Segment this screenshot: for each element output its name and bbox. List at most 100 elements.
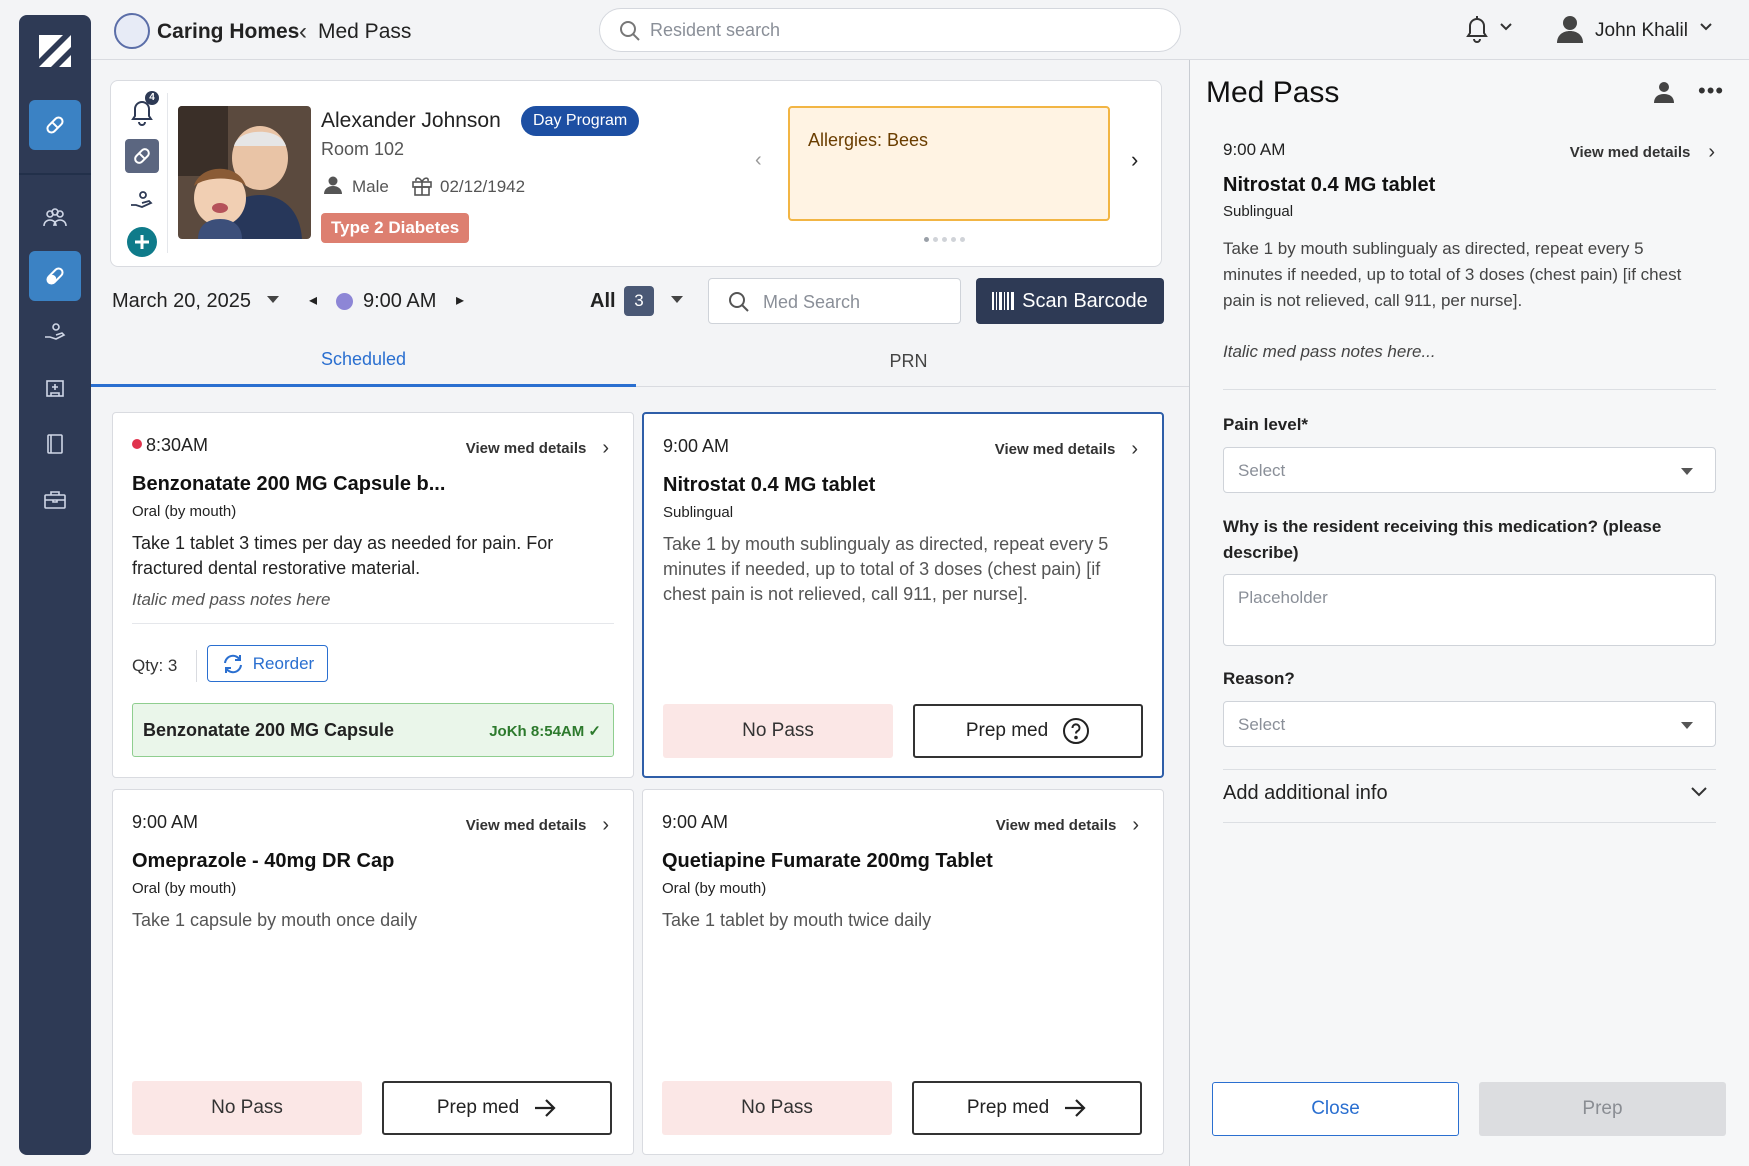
prep-med-button[interactable]: Prep med [382,1081,612,1135]
med-name: Nitrostat 0.4 MG tablet [663,474,876,496]
chevron-down-icon[interactable] [1499,22,1513,32]
no-pass-button[interactable]: No Pass [132,1081,362,1135]
caret-down-icon[interactable] [670,294,684,304]
reason-select[interactable]: Select [1223,701,1716,747]
alert-count-badge: 4 [145,91,159,105]
top-header: Caring Homes ‹ Med Pass John Khalil [91,0,1749,60]
filter-all-label[interactable]: All [590,290,616,312]
breadcrumb[interactable]: Med Pass [318,20,412,43]
nav-notes[interactable] [29,419,81,469]
med-route: Oral (by mouth) [132,503,237,520]
carousel-dots[interactable] [924,237,965,242]
prep-med-label: Prep med [436,1097,520,1118]
caret-down-icon [1681,722,1693,729]
resident-search-input[interactable] [650,17,1150,43]
reason-value: Select [1238,715,1286,734]
view-med-details-link[interactable]: View med details [1570,141,1715,164]
carousel-prev-icon[interactable]: ‹ [755,149,762,171]
arrow-right-icon [535,1099,556,1117]
resident-search[interactable] [599,8,1181,52]
user-icon[interactable] [1652,80,1676,104]
add-button[interactable] [125,225,159,259]
med-pass-panel: Med Pass ••• 9:00 AM View med details Ni… [1189,60,1749,1166]
med-card[interactable]: 8:30AM View med details Benzonatate 200 … [112,412,634,778]
residents-icon [43,208,67,227]
bell-icon [131,101,153,126]
pain-level-select[interactable]: Select [1223,447,1716,493]
brand-logo [114,13,150,49]
no-pass-button[interactable]: No Pass [663,704,893,758]
date-selector[interactable]: March 20, 2025 [112,290,251,312]
arrow-right-icon [1065,1099,1086,1117]
time-next-icon[interactable]: ▸ [456,292,465,309]
nav-care[interactable] [29,307,81,357]
user-icon[interactable] [1555,14,1585,44]
prep-med-button[interactable]: Prep med [913,704,1143,758]
search-icon [620,21,640,41]
nav-facility[interactable] [29,363,81,413]
nav-medications[interactable] [29,251,81,301]
logo-icon[interactable] [37,33,73,69]
view-med-details-link[interactable]: View med details [466,814,609,837]
bell-icon[interactable] [1463,14,1491,44]
search-icon [729,292,749,312]
panel-med-time: 9:00 AM [1223,140,1286,159]
scan-barcode-button[interactable]: Scan Barcode [976,278,1164,324]
nav-residents[interactable] [29,193,81,243]
tab-scheduled[interactable]: Scheduled [91,335,636,387]
med-button[interactable] [125,139,159,173]
med-card[interactable]: 9:00 AM View med details Omeprazole - 40… [112,789,634,1155]
refresh-icon [223,654,242,673]
resident-dob: 02/12/1942 [440,177,526,196]
reorder-button[interactable]: Reorder [207,645,328,682]
panel-med-note: Italic med pass notes here... [1223,342,1436,361]
prep-med-button[interactable]: Prep med [912,1081,1142,1135]
med-card-selected[interactable]: 9:00 AM View med details Nitrostat 0.4 M… [642,412,1164,778]
med-card[interactable]: 9:00 AM View med details Quetiapine Fuma… [642,789,1164,1155]
chevron-down-icon[interactable] [1699,22,1713,32]
med-route: Oral (by mouth) [132,880,237,897]
med-instructions: Take 1 tablet 3 times per day as needed … [132,533,554,578]
med-pass-note: Italic med pass notes here [132,590,331,609]
overdue-dot [132,439,142,449]
carousel-next-icon[interactable]: › [1131,147,1139,172]
add-additional-info-toggle[interactable]: Add additional info [1223,782,1388,804]
med-time: 8:30AM [132,435,208,456]
user-name[interactable]: John Khalil [1595,20,1688,41]
close-button[interactable]: Close [1212,1082,1459,1136]
prep-med-label: Prep med [965,720,1049,741]
alerts-button[interactable]: 4 [125,91,159,129]
check-icon: ✓ [588,723,601,740]
med-time: 9:00 AM [663,436,730,456]
med-name: Quetiapine Fumarate 200mg Tablet [662,850,993,872]
no-pass-button[interactable]: No Pass [662,1081,892,1135]
care-button[interactable] [125,183,159,217]
allergy-text: Allergies: Bees [808,130,929,150]
pain-level-label: Pain level* [1223,415,1309,434]
why-textarea[interactable] [1223,574,1716,646]
prep-button[interactable]: Prep [1479,1082,1726,1136]
caret-down-icon[interactable] [266,294,280,304]
nav-med-pass[interactable] [29,100,81,150]
med-time-text: 8:30AM [146,435,209,455]
chevron-down-icon[interactable] [1690,786,1708,798]
view-med-details-link[interactable]: View med details [996,814,1139,837]
med-quantity: Qty: 3 [132,656,178,675]
time-status-dot [336,293,353,310]
view-med-details-link[interactable]: View med details [995,438,1138,461]
more-options-icon[interactable]: ••• [1698,78,1725,103]
nav-kit[interactable] [29,475,81,525]
divider [1223,822,1716,823]
resident-card: 4 Alexander Johnson Day Program Room 102… [110,80,1162,267]
question-circle-icon [1063,718,1090,744]
med-search[interactable] [708,278,961,324]
time-prev-icon[interactable]: ◂ [309,292,318,309]
time-selector[interactable]: 9:00 AM [363,290,437,312]
view-med-details-link[interactable]: View med details [466,437,609,460]
divider [1223,769,1716,770]
panel-med-route: Sublingual [1223,203,1294,220]
program-badge: Day Program [521,106,640,136]
tab-prn[interactable]: PRN [889,350,928,371]
back-chevron-icon[interactable]: ‹ [299,18,307,45]
med-search-input[interactable] [763,290,953,314]
